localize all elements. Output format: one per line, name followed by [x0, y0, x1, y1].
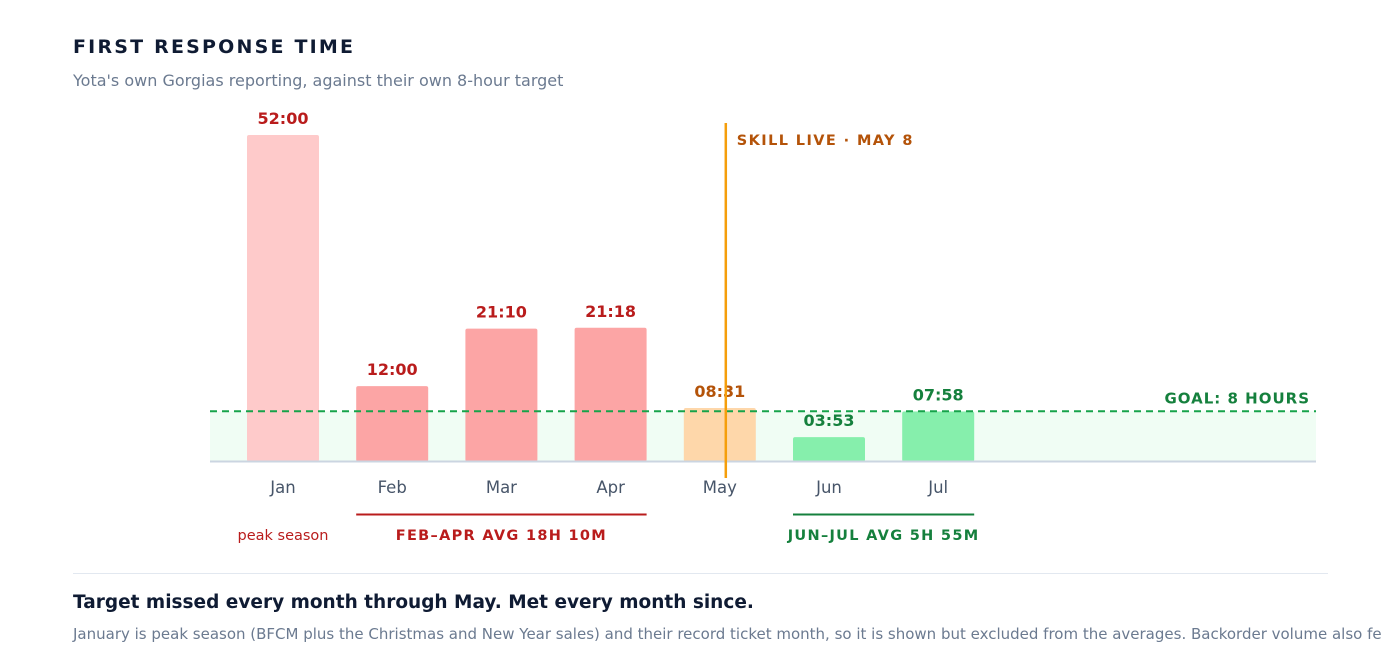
- data-label-jan: 52:00: [258, 109, 309, 128]
- bar-jan: [247, 135, 319, 462]
- tick-label-may: May: [703, 478, 737, 497]
- goal-label: GOAL: 8 HOURS: [1164, 389, 1310, 407]
- data-label-may: 08:31: [694, 382, 745, 401]
- bar-feb: [356, 386, 429, 462]
- tick-label-jun: Jun: [815, 478, 842, 497]
- annotation-label-0: peak season: [238, 528, 329, 544]
- data-label-feb: 12:00: [367, 360, 418, 379]
- data-label-jul: 07:58: [913, 385, 964, 404]
- chart-subtitle: Yota's own Gorgias reporting, against th…: [73, 71, 564, 90]
- tick-label-jul: Jul: [927, 478, 948, 497]
- data-label-mar: 21:10: [476, 303, 527, 322]
- skill-live-label: SKILL LIVE · MAY 8: [737, 133, 914, 149]
- footer-body: January is peak season (BFCM plus the Ch…: [73, 625, 1382, 643]
- annotation-label-1: FEB–APR AVG 18H 10M: [396, 528, 607, 544]
- tick-label-mar: Mar: [486, 478, 517, 497]
- chart-title: FIRST RESPONSE TIME: [73, 36, 356, 58]
- bar-jul: [902, 411, 975, 462]
- bar-mar: [465, 328, 538, 462]
- tick-label-jan: Jan: [269, 478, 295, 497]
- bar-jun: [793, 437, 865, 462]
- divider: [73, 573, 1328, 574]
- data-label-jun: 03:53: [804, 411, 855, 430]
- tick-label-apr: Apr: [596, 478, 625, 497]
- data-label-apr: 21:18: [585, 302, 636, 321]
- footer-heading: Target missed every month through May. M…: [73, 592, 754, 613]
- bar-may: [683, 408, 756, 462]
- bar-apr: [574, 327, 647, 462]
- annotation-label-2: JUN–JUL AVG 5H 55M: [787, 528, 980, 544]
- first-response-time-chart: GOAL: 8 HOURS 52:00 12:00 21:10 21:18 08:31 03…: [210, 109, 1316, 544]
- tick-label-feb: Feb: [378, 478, 407, 497]
